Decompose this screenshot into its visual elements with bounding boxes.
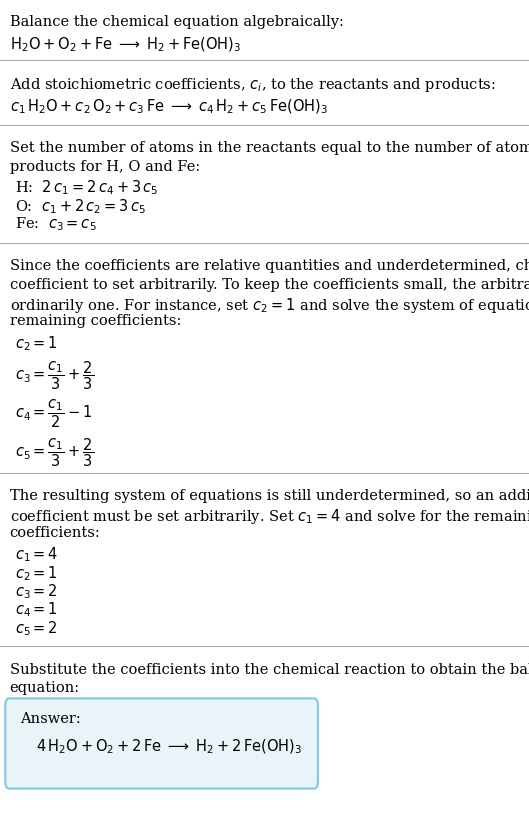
- Text: $c_1 = 4$: $c_1 = 4$: [15, 546, 58, 564]
- Text: $c_3 = 2$: $c_3 = 2$: [15, 582, 58, 601]
- Text: products for H, O and Fe:: products for H, O and Fe:: [10, 160, 200, 174]
- Text: $c_2 = 1$: $c_2 = 1$: [15, 334, 58, 353]
- Text: $4\,\mathrm{H_2O} + \mathrm{O_2} + 2\,\mathrm{Fe} \;\longrightarrow\; \mathrm{H_: $4\,\mathrm{H_2O} + \mathrm{O_2} + 2\,\m…: [36, 738, 303, 756]
- Text: $\mathrm{H_2O + O_2 + Fe} \;\longrightarrow\; \mathrm{H_2 + Fe(OH)_3}$: $\mathrm{H_2O + O_2 + Fe} \;\longrightar…: [10, 36, 241, 54]
- Text: Fe:  $c_3 = c_5$: Fe: $c_3 = c_5$: [15, 215, 96, 233]
- Text: $c_1\,\mathrm{H_2O} + c_2\,\mathrm{O_2} + c_3\,\mathrm{Fe} \;\longrightarrow\; c: $c_1\,\mathrm{H_2O} + c_2\,\mathrm{O_2} …: [10, 97, 328, 116]
- Text: equation:: equation:: [10, 681, 80, 696]
- Text: coefficient must be set arbitrarily. Set $c_1 = 4$ and solve for the remaining: coefficient must be set arbitrarily. Set…: [10, 508, 529, 527]
- Text: Add stoichiometric coefficients, $c_i$, to the reactants and products:: Add stoichiometric coefficients, $c_i$, …: [10, 77, 495, 94]
- Text: $c_2 = 1$: $c_2 = 1$: [15, 564, 58, 582]
- Text: O:  $c_1 + 2\,c_2 = 3\,c_5$: O: $c_1 + 2\,c_2 = 3\,c_5$: [15, 197, 146, 215]
- Text: Set the number of atoms in the reactants equal to the number of atoms in the: Set the number of atoms in the reactants…: [10, 141, 529, 156]
- Text: coefficient to set arbitrarily. To keep the coefficients small, the arbitrary va: coefficient to set arbitrarily. To keep …: [10, 278, 529, 292]
- Text: coefficients:: coefficients:: [10, 526, 101, 540]
- Text: Balance the chemical equation algebraically:: Balance the chemical equation algebraica…: [10, 15, 343, 29]
- Text: $c_5 = \dfrac{c_1}{3} + \dfrac{2}{3}$: $c_5 = \dfrac{c_1}{3} + \dfrac{2}{3}$: [15, 436, 94, 468]
- Text: The resulting system of equations is still underdetermined, so an additional: The resulting system of equations is sti…: [10, 489, 529, 503]
- FancyBboxPatch shape: [5, 698, 318, 789]
- Text: Since the coefficients are relative quantities and underdetermined, choose a: Since the coefficients are relative quan…: [10, 260, 529, 274]
- Text: H:  $2\,c_1 = 2\,c_4 + 3\,c_5$: H: $2\,c_1 = 2\,c_4 + 3\,c_5$: [15, 179, 158, 197]
- Text: $c_4 = 1$: $c_4 = 1$: [15, 601, 58, 619]
- Text: ordinarily one. For instance, set $c_2 = 1$ and solve the system of equations fo: ordinarily one. For instance, set $c_2 =…: [10, 296, 529, 315]
- Text: remaining coefficients:: remaining coefficients:: [10, 314, 181, 329]
- Text: $c_4 = \dfrac{c_1}{2} - 1$: $c_4 = \dfrac{c_1}{2} - 1$: [15, 398, 93, 430]
- Text: Substitute the coefficients into the chemical reaction to obtain the balanced: Substitute the coefficients into the che…: [10, 663, 529, 677]
- Text: Answer:: Answer:: [20, 712, 81, 726]
- Text: $c_3 = \dfrac{c_1}{3} + \dfrac{2}{3}$: $c_3 = \dfrac{c_1}{3} + \dfrac{2}{3}$: [15, 359, 94, 392]
- Text: $c_5 = 2$: $c_5 = 2$: [15, 619, 58, 637]
